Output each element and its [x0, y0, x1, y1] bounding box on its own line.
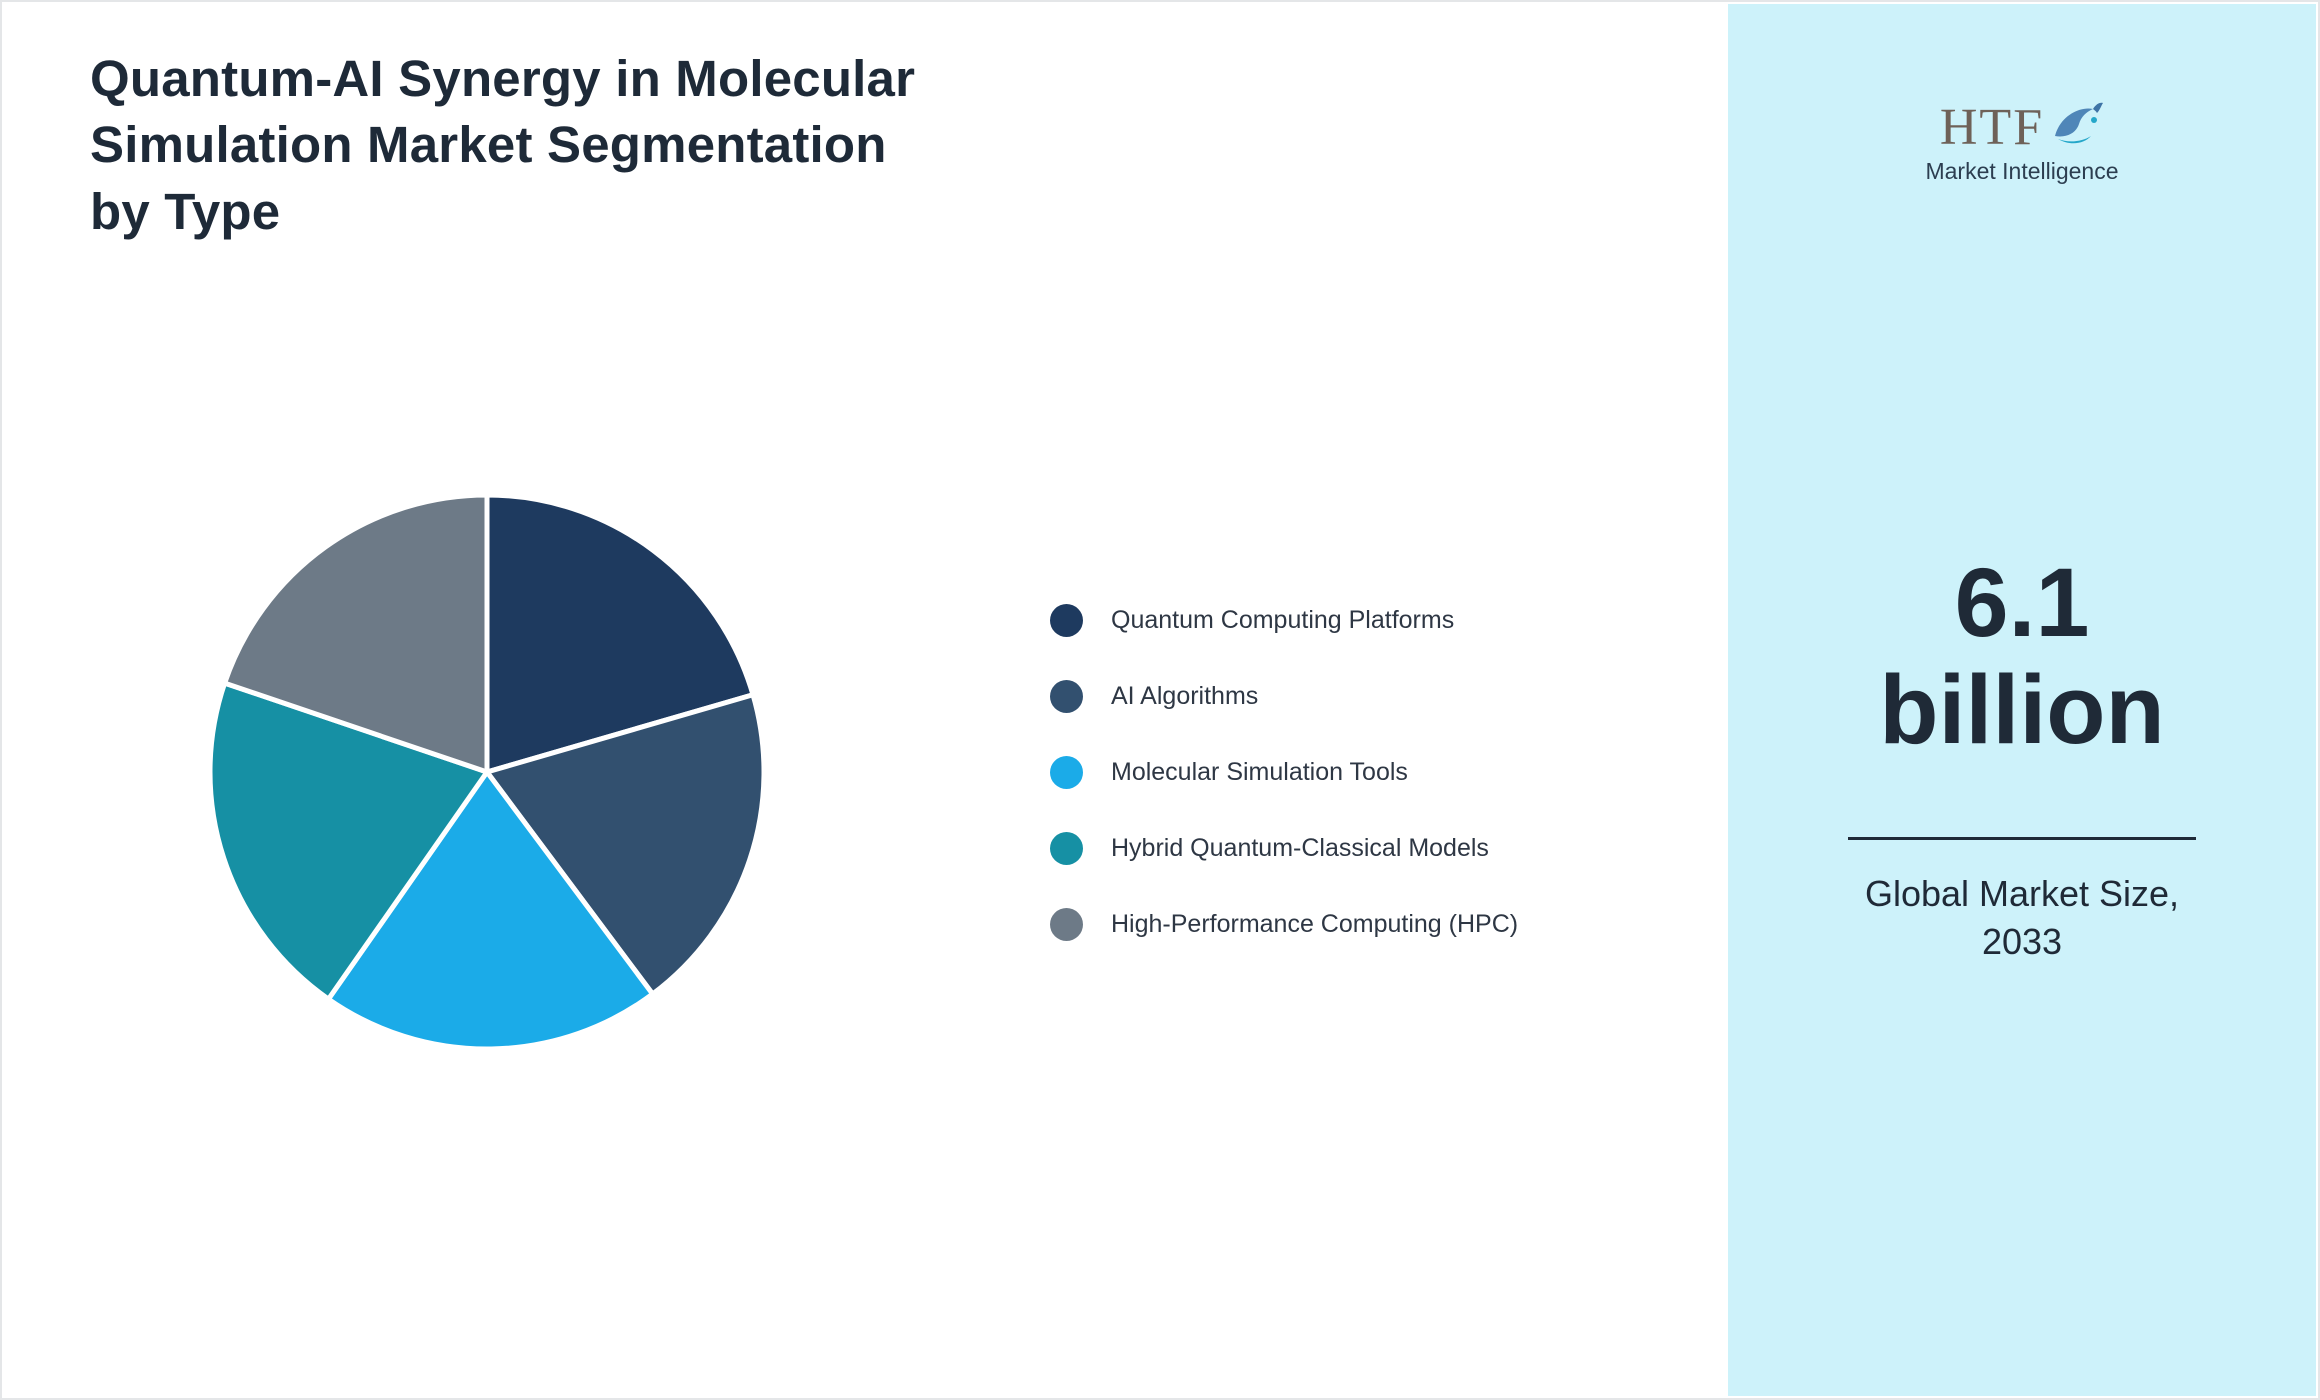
chart-title-line: by Type	[90, 182, 281, 240]
value-divider	[1848, 837, 2196, 840]
legend-label: High-Performance Computing (HPC)	[1111, 910, 1519, 938]
pie-slice	[325, 769, 656, 1052]
legend: Quantum Computing Platforms AI Algorithms…	[1050, 604, 1518, 941]
market-size-caption-line: Global Market Size,	[1864, 873, 2180, 914]
legend-label: Molecular Simulation Tools	[1111, 758, 1408, 786]
market-size-caption: Global Market Size, 2033	[1728, 870, 2316, 965]
legend-item: Hybrid Quantum-Classical Models	[1050, 832, 1518, 865]
pie-slice	[484, 492, 756, 775]
legend-swatch	[1050, 832, 1083, 865]
pie-slice	[207, 680, 490, 1002]
legend-swatch	[1050, 680, 1083, 713]
market-size-value: 6.1 billion	[1728, 548, 2316, 764]
htf-logo-subtext: Market Intelligence	[1925, 158, 2119, 184]
pie-chart	[207, 492, 767, 1052]
legend-swatch	[1050, 604, 1083, 637]
market-size-unit: billion	[1879, 654, 2165, 764]
market-size-number: 6.1	[1954, 548, 2090, 657]
legend-swatch	[1050, 756, 1083, 789]
legend-swatch	[1050, 908, 1083, 941]
legend-label: AI Algorithms	[1111, 682, 1259, 710]
htf-logo: HTF Market Intelligence	[1728, 96, 2316, 185]
chart-title: Quantum-AI Synergy in Molecular Simulati…	[90, 46, 1090, 245]
market-size-caption-line: 2033	[1981, 920, 2063, 962]
legend-item: Quantum Computing Platforms	[1050, 604, 1518, 637]
market-size-sidebar: HTF Market Intelligence 6.1 billion Glob…	[1728, 4, 2316, 1396]
htf-logo-text: HTF	[1939, 99, 2045, 156]
legend-label: Quantum Computing Platforms	[1111, 606, 1455, 634]
legend-item: AI Algorithms	[1050, 680, 1518, 713]
pie-slice	[484, 692, 767, 997]
htf-logo-dolphin-icon	[2055, 102, 2104, 144]
legend-label: Hybrid Quantum-Classical Models	[1111, 834, 1489, 862]
pie-slice	[222, 492, 490, 775]
chart-title-line: Quantum-AI Synergy in Molecular	[90, 50, 916, 107]
chart-title-line: Simulation Market Segmentation	[90, 116, 887, 174]
legend-item: High-Performance Computing (HPC)	[1050, 908, 1518, 941]
legend-item: Molecular Simulation Tools	[1050, 756, 1518, 789]
pie-chart-area	[187, 472, 787, 1072]
